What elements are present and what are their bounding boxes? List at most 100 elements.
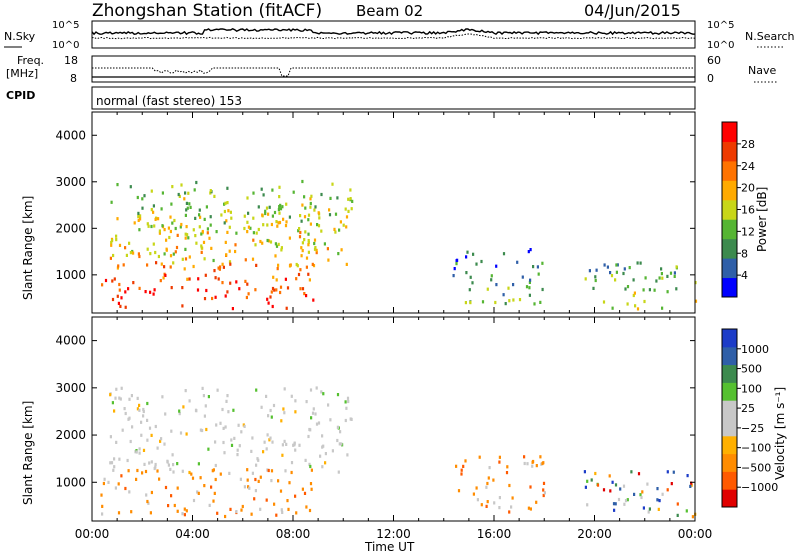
echo-cell (117, 511, 121, 515)
echo-cell (113, 409, 116, 413)
echo-cell (264, 209, 267, 213)
echo-cell (296, 264, 299, 268)
echo-cell (240, 508, 243, 512)
echo-cell (154, 217, 157, 221)
echo-cell (114, 396, 117, 400)
echo-cell (490, 278, 493, 282)
echo-cell (277, 263, 280, 267)
echo-cell (539, 455, 542, 459)
echo-cell (109, 435, 112, 439)
echo-cell (183, 267, 186, 271)
echo-cell (190, 472, 193, 476)
echo-cell (141, 197, 144, 201)
echo-cell (172, 252, 175, 256)
echo-cell (154, 250, 157, 255)
echo-cell (149, 290, 152, 294)
echo-cell (690, 481, 693, 485)
echo-cell (143, 194, 146, 198)
echo-cell (262, 223, 265, 227)
echo-cell (279, 203, 282, 207)
echo-cell (334, 212, 338, 216)
echo-cell (279, 290, 282, 295)
echo-cell (648, 288, 651, 292)
echo-cell (232, 408, 235, 412)
echo-cell (113, 457, 116, 461)
echo-cell (260, 187, 263, 191)
x-tick-label: 16:00 (477, 527, 512, 541)
echo-cell (230, 216, 233, 220)
echo-cell (135, 477, 138, 481)
echo-cell (233, 436, 236, 440)
echo-cell (268, 438, 271, 442)
echo-cell (314, 205, 317, 209)
echo-cell (275, 220, 278, 224)
echo-cell (185, 225, 188, 229)
colorbar-segment (722, 382, 737, 401)
echo-cell (351, 199, 354, 203)
echo-cell (261, 241, 264, 245)
echo-cell (229, 507, 232, 511)
colorbar-segment (722, 418, 737, 437)
echo-cell (138, 228, 141, 232)
echo-cell (262, 193, 265, 197)
echo-cell (457, 489, 461, 493)
echo-cell (272, 403, 276, 408)
echo-cell (214, 276, 217, 280)
echo-cell (222, 440, 225, 445)
echo-cell (307, 240, 310, 244)
echo-cell (518, 298, 522, 302)
echo-cell (165, 248, 168, 252)
echo-cell (288, 264, 292, 268)
echo-cell (140, 433, 143, 437)
echo-cell (644, 276, 647, 280)
echo-cell (307, 239, 310, 243)
echo-cell (345, 215, 349, 219)
echo-cell (173, 503, 176, 508)
echo-cell (138, 447, 141, 451)
echo-cell (276, 267, 279, 271)
echo-cell (656, 498, 659, 502)
echo-cell (188, 255, 191, 259)
echo-cell (241, 504, 244, 509)
echo-cell (304, 458, 307, 462)
echo-cell (221, 407, 224, 412)
echo-cell (207, 395, 210, 399)
colorbar-tick-label: 28 (741, 138, 755, 151)
echo-cell (637, 472, 641, 476)
echo-cell (236, 453, 239, 457)
echo-cell (136, 195, 139, 200)
echo-cell (146, 401, 149, 406)
echo-cell (229, 210, 232, 214)
echo-cell (146, 438, 149, 442)
echo-cell (275, 278, 278, 282)
echo-cell (271, 188, 274, 192)
echo-cell (144, 290, 147, 294)
y-tick-label: 1000 (55, 475, 86, 489)
echo-cell (227, 410, 230, 414)
echo-cell (131, 425, 134, 429)
echo-cell (313, 247, 317, 251)
echo-cell (110, 461, 114, 465)
echo-cell (588, 269, 591, 273)
echo-cell (462, 464, 465, 468)
echo-cell (200, 244, 203, 248)
echo-cell (344, 418, 347, 423)
echo-cell (300, 254, 303, 258)
echo-cell (536, 265, 539, 269)
echo-cell (512, 298, 515, 302)
cpid-label: CPID (6, 89, 35, 102)
colorbar-tick-label: 500 (741, 363, 762, 376)
echo-cell (162, 276, 165, 280)
echo-cell (300, 246, 303, 250)
colorbar-tick-label: −100 (741, 442, 771, 455)
echo-cell (124, 246, 127, 250)
echo-cell (255, 263, 258, 267)
velocity-y-axis: 1000 2000 3000 4000 (55, 334, 695, 489)
echo-cell (155, 261, 158, 265)
echo-cell (294, 410, 297, 414)
colorbar-tick-label: 12 (741, 225, 755, 238)
echo-cell (614, 278, 617, 282)
echo-cell (250, 512, 253, 516)
echo-cell (282, 217, 285, 221)
echo-cell (125, 253, 128, 257)
